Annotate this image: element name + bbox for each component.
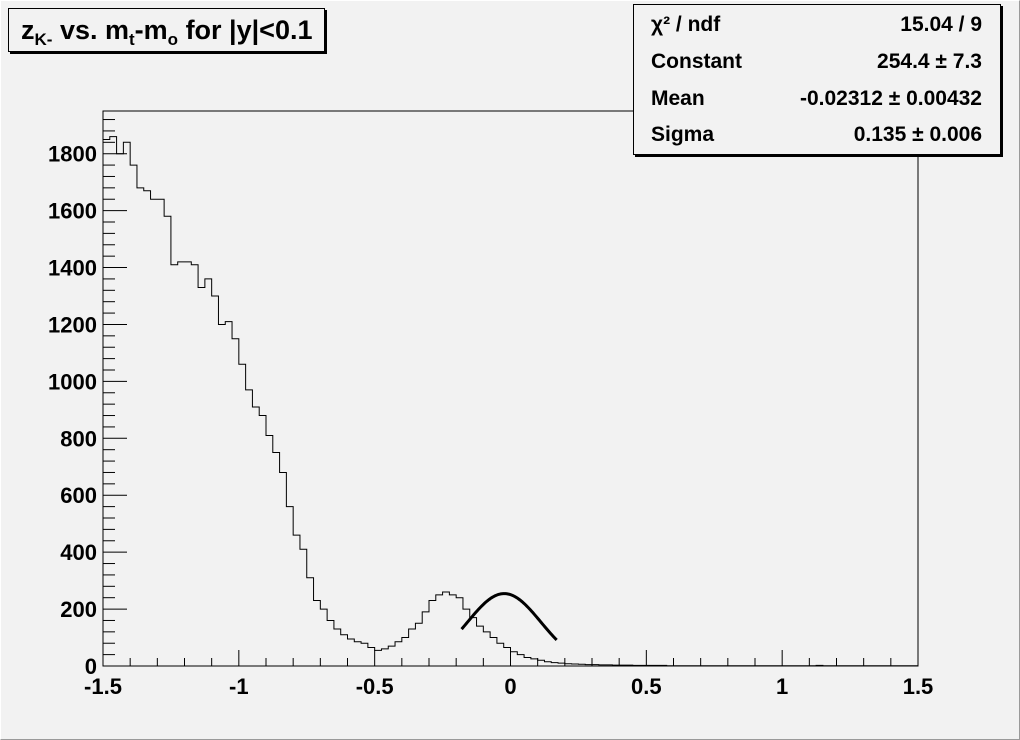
x-tick-label: -1.5 [84, 674, 122, 699]
sigma-value: 0.135 ± 0.006 [853, 123, 982, 146]
x-tick-label: 1 [776, 674, 788, 699]
stat-row-mean: Mean -0.02312 ± 0.00432 [634, 81, 1000, 118]
axes: -1.5 -1 -0.5 0 0.5 1 1.5 0 200 400 600 800 1000 1200 1… [48, 119, 934, 699]
title-subscript: K- [34, 30, 53, 49]
title-subscript-o: o [167, 30, 179, 49]
y-tick-label: 800 [60, 426, 97, 451]
stat-row-sigma: Sigma 0.135 ± 0.006 [634, 117, 1000, 154]
constant-value: 254.4 ± 7.3 [877, 50, 982, 73]
constant-label: Constant [651, 50, 742, 73]
chi2-value: 15.04 / 9 [900, 13, 982, 36]
x-tick-label: 1.5 [903, 674, 934, 699]
sigma-label: Sigma [651, 123, 715, 146]
x-tick-label: 0.5 [631, 674, 662, 699]
title-text-a: vs. m [52, 15, 129, 45]
stat-row-constant: Constant 254.4 ± 7.3 [634, 44, 1000, 81]
plot-frame [102, 110, 919, 667]
fit-stats-box: χ² / ndf 15.04 / 9 Constant 254.4 ± 7.3 … [633, 4, 1001, 155]
mean-label: Mean [651, 87, 705, 110]
plot-title: zK- vs. mt-mo for |y|<0.1 [8, 8, 326, 52]
y-tick-label: 0 [85, 654, 97, 679]
y-tick-label: 400 [60, 540, 97, 565]
gaussian-fit-curve [460, 592, 558, 642]
title-subscript-t: t [129, 30, 135, 49]
title-text-c: for |y|<0.1 [178, 15, 313, 45]
x-tick-label: 0 [504, 674, 516, 699]
x-tick-label: -0.5 [356, 674, 394, 699]
y-tick-label: 1200 [48, 312, 97, 337]
mean-value: -0.02312 ± 0.00432 [799, 87, 982, 110]
x-tick-label: -1 [229, 674, 249, 699]
y-tick-label: 600 [60, 483, 97, 508]
title-main: z [21, 15, 35, 45]
title-text-b: -m [134, 15, 168, 45]
y-tick-label: 1800 [48, 142, 97, 167]
chi2-label: χ² / ndf [651, 13, 721, 36]
histogram-line [102, 136, 919, 667]
y-tick-label: 1400 [48, 256, 97, 281]
y-tick-label: 1600 [48, 199, 97, 224]
y-tick-label: 200 [60, 597, 97, 622]
stat-row-chi2: χ² / ndf 15.04 / 9 [634, 7, 1000, 44]
y-tick-label: 1000 [48, 369, 97, 394]
